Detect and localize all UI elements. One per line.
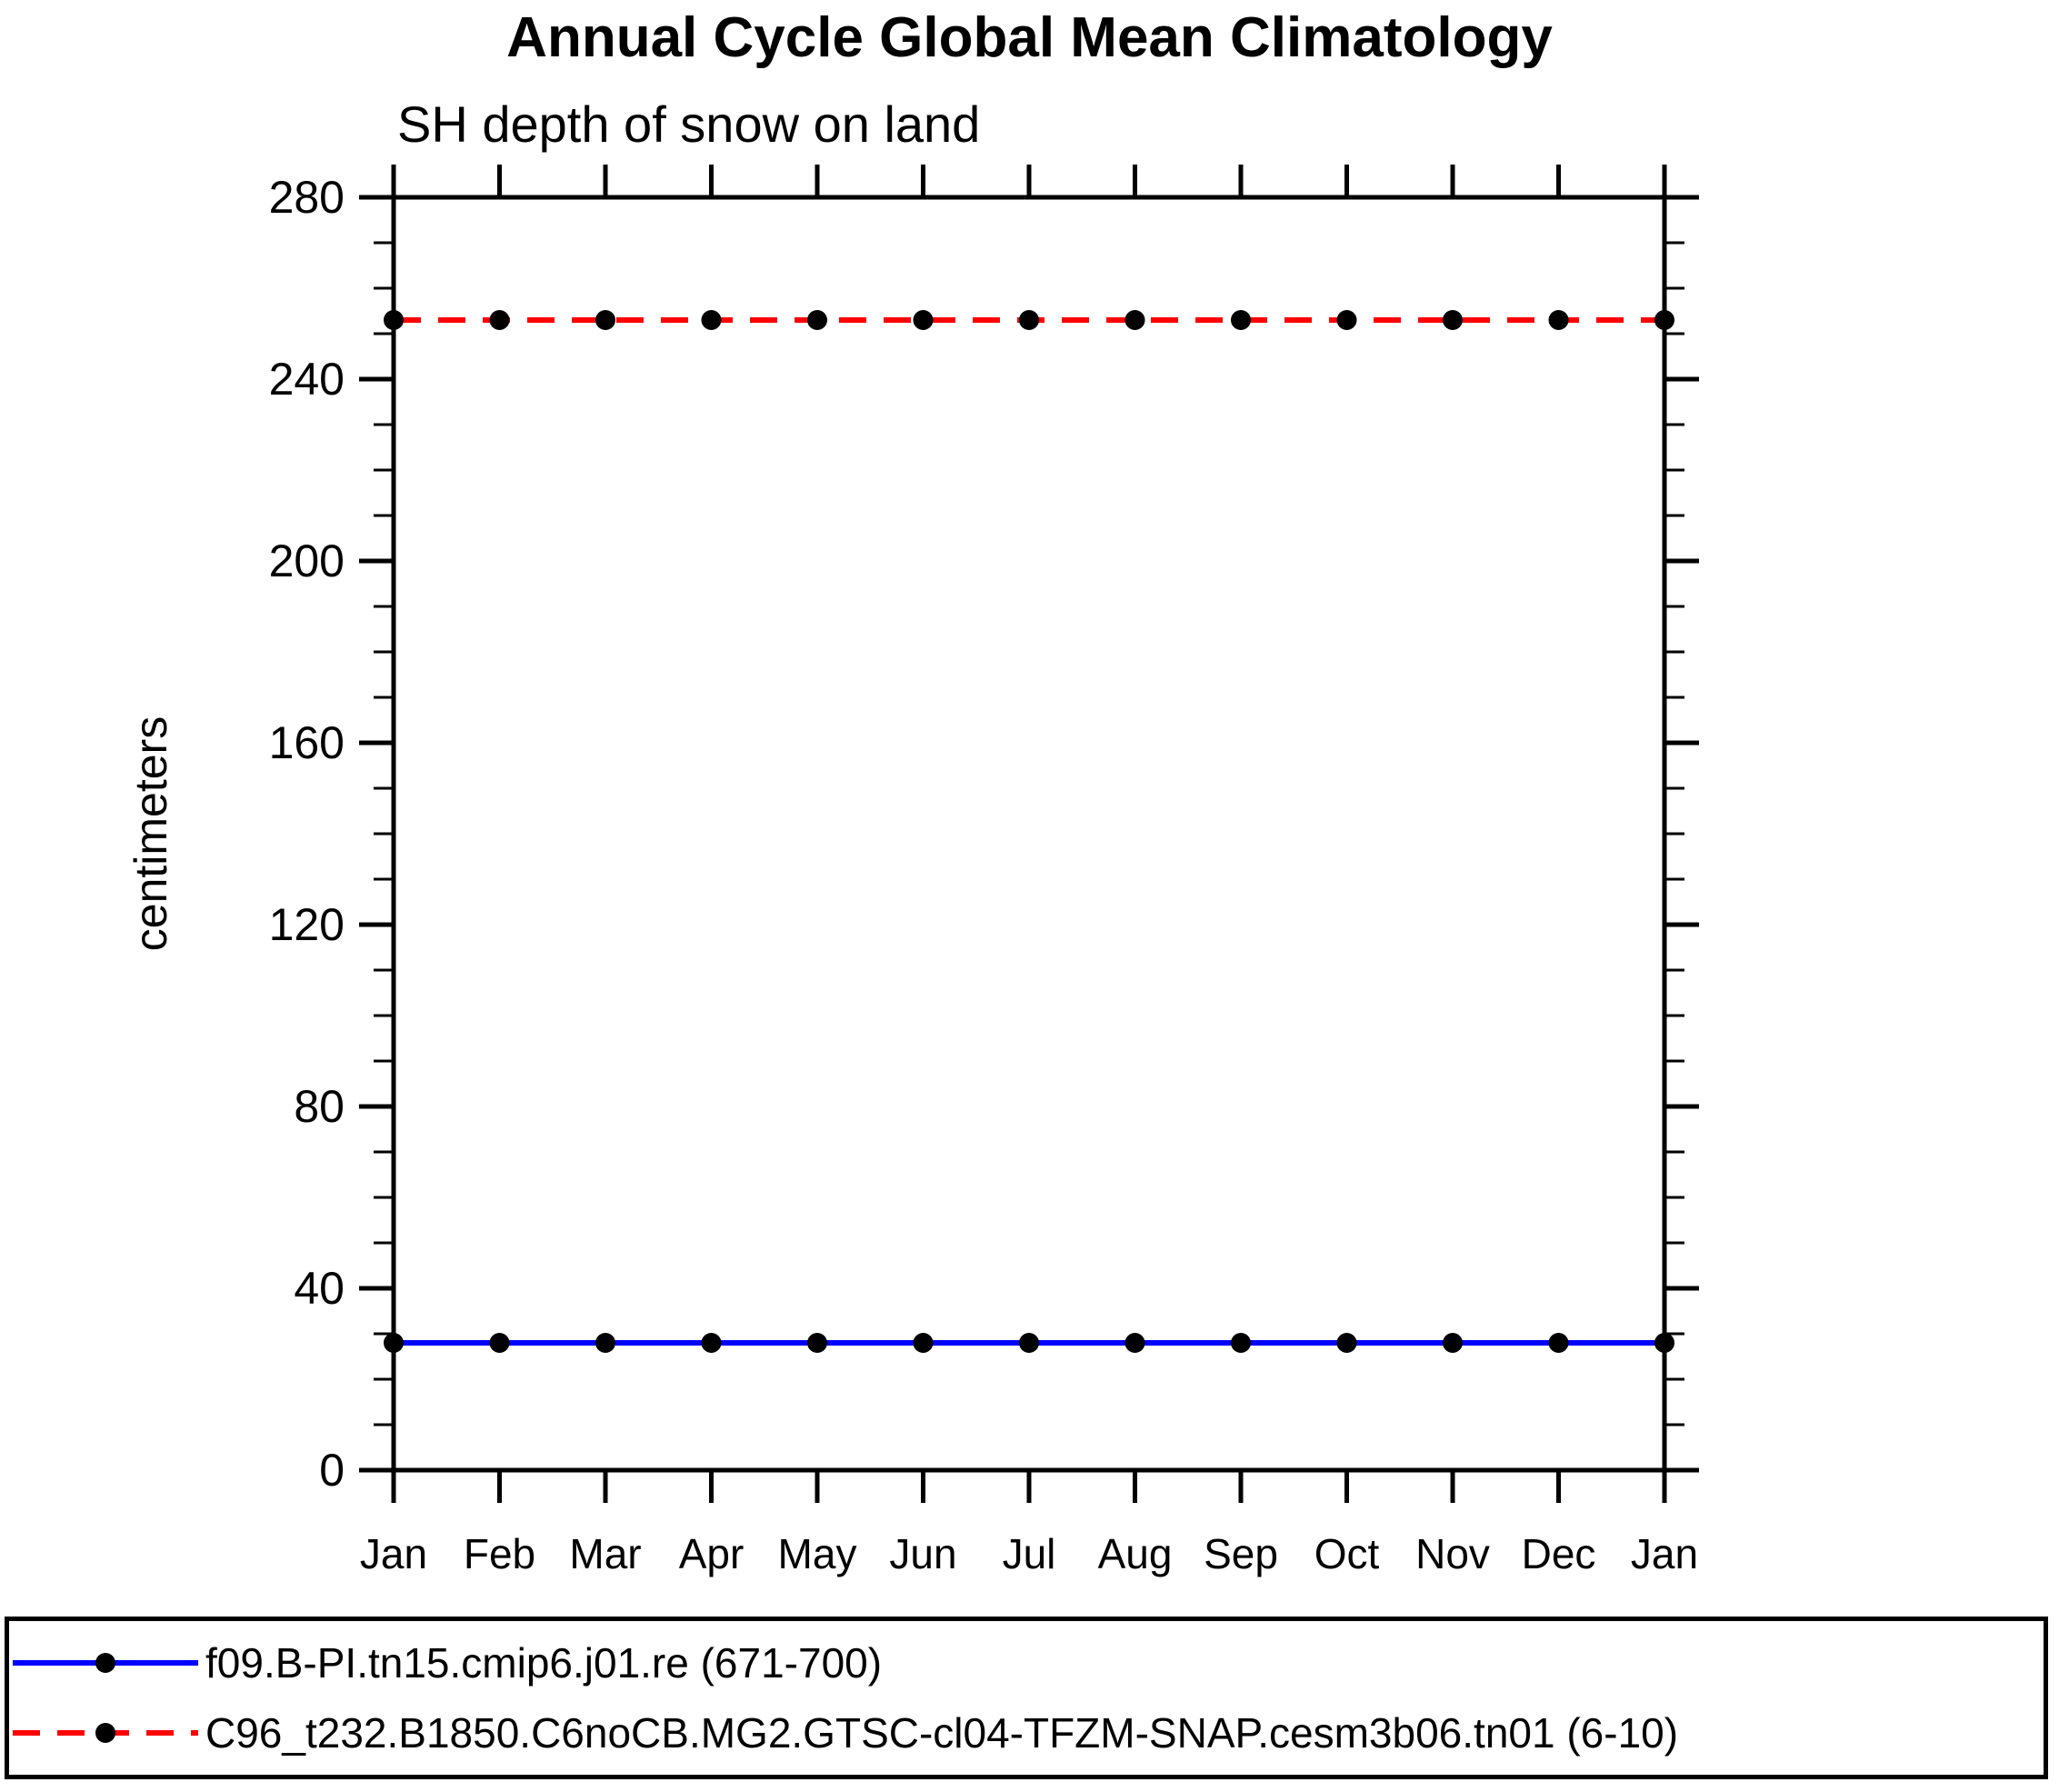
- legend-item: C96_t232.B1850.C6noCB.MG2.GTSC-cl04-TFZM…: [9, 1706, 2044, 1760]
- data-point-marker: [1336, 1333, 1357, 1353]
- data-point-marker: [1654, 310, 1674, 330]
- legend-marker-dot-icon: [95, 1653, 115, 1674]
- data-point-marker: [595, 310, 615, 330]
- x-axis-tick-label: Nov: [1415, 1530, 1490, 1577]
- data-point-marker: [807, 310, 827, 330]
- data-point-marker: [384, 310, 404, 330]
- legend-line-sample-dashed: [13, 1722, 198, 1743]
- data-point-marker: [913, 1333, 934, 1353]
- y-axis-tick-label: 80: [294, 1081, 345, 1132]
- data-point-marker: [489, 1333, 510, 1353]
- data-point-marker: [384, 1333, 404, 1353]
- x-axis-tick-label: Jul: [1003, 1530, 1056, 1577]
- data-point-marker: [1019, 310, 1039, 330]
- y-axis-tick-label: 200: [269, 536, 345, 586]
- data-point-marker: [1443, 1333, 1463, 1353]
- x-axis-tick-label: Feb: [464, 1530, 535, 1577]
- x-axis-tick-label: Sep: [1204, 1530, 1278, 1577]
- chart-subtitle: SH depth of snow on land: [397, 95, 981, 153]
- data-point-marker: [1443, 310, 1463, 330]
- y-axis-tick-label: 40: [294, 1263, 345, 1314]
- data-point-marker: [1231, 310, 1251, 330]
- y-axis-title: centimeters: [125, 716, 176, 952]
- data-point-marker: [1548, 310, 1569, 330]
- legend-item-label: f09.B-PI.tn15.cmip6.j01.re (671-700): [205, 1639, 883, 1687]
- legend-line-sample-solid: [13, 1653, 198, 1674]
- legend-box: f09.B-PI.tn15.cmip6.j01.re (671-700) C96…: [5, 1617, 2048, 1779]
- plot-frame: [391, 195, 1667, 1473]
- legend-marker-dot-icon: [95, 1722, 115, 1743]
- y-axis-tick-label: 160: [269, 717, 345, 768]
- data-point-marker: [1124, 310, 1145, 330]
- x-axis-tick-label: Jan: [1631, 1530, 1698, 1577]
- data-point-marker: [807, 1333, 827, 1353]
- x-axis-tick-label: Dec: [1522, 1530, 1596, 1577]
- x-axis-tick-label: Jun: [889, 1530, 956, 1577]
- data-point-marker: [1124, 1333, 1145, 1353]
- x-axis-tick-label: Mar: [569, 1530, 641, 1577]
- y-axis-tick-label: 0: [319, 1445, 345, 1496]
- data-point-marker: [701, 310, 722, 330]
- legend-item-label: C96_t232.B1850.C6noCB.MG2.GTSC-cl04-TFZM…: [205, 1708, 1679, 1757]
- data-point-marker: [1231, 1333, 1251, 1353]
- chart-title: Annual Cycle Global Mean Climatology: [506, 6, 1553, 69]
- legend-item: f09.B-PI.tn15.cmip6.j01.re (671-700): [9, 1636, 2044, 1690]
- x-axis-tick-label: May: [778, 1530, 857, 1577]
- data-point-marker: [913, 310, 934, 330]
- y-axis-tick-label: 240: [269, 354, 345, 405]
- data-point-marker: [595, 1333, 615, 1353]
- x-axis-tick-label: Jan: [360, 1530, 427, 1577]
- data-point-marker: [1336, 310, 1357, 330]
- data-point-marker: [701, 1333, 722, 1353]
- y-axis-tick-label: 120: [269, 899, 345, 950]
- x-axis-tick-label: Apr: [679, 1530, 745, 1577]
- data-point-marker: [489, 310, 510, 330]
- data-point-marker: [1548, 1333, 1569, 1353]
- data-point-marker: [1019, 1333, 1039, 1353]
- x-axis-tick-label: Oct: [1314, 1530, 1380, 1577]
- data-point-marker: [1654, 1333, 1674, 1353]
- y-axis-tick-label: 280: [269, 172, 345, 223]
- x-axis-tick-label: Aug: [1098, 1530, 1173, 1577]
